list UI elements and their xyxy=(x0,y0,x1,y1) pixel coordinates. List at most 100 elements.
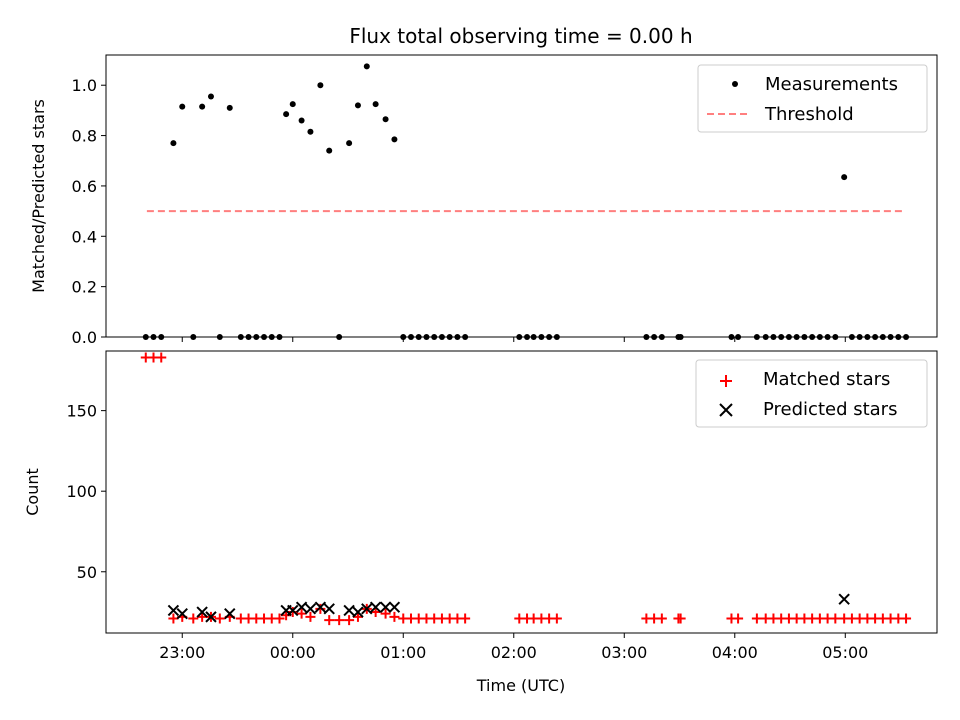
matched-star-point xyxy=(281,610,292,621)
measurement-point xyxy=(391,136,398,143)
matched-star-point xyxy=(156,352,167,363)
measurement-point xyxy=(816,334,823,340)
predicted-star-point xyxy=(287,604,299,617)
measurement-point xyxy=(735,334,742,340)
measurement-point xyxy=(872,334,879,340)
measurement-point xyxy=(245,334,252,340)
matched-star-point xyxy=(324,615,335,626)
legend: Measurements Threshold xyxy=(697,64,928,133)
measurement-point xyxy=(407,334,414,340)
matched-star-point xyxy=(188,613,199,624)
y-axis-label: Matched/Predicted stars xyxy=(29,99,48,293)
measurement-point xyxy=(346,140,353,147)
matched-star-point xyxy=(460,613,471,624)
measurement-point xyxy=(326,147,333,154)
matched-star-point xyxy=(168,613,179,624)
matched-star-point xyxy=(214,613,225,624)
y-tick-label: 50 xyxy=(77,563,97,582)
measurement-point xyxy=(261,334,268,340)
matched-star-point xyxy=(389,611,400,622)
predicted-star-point xyxy=(295,601,308,613)
measurement-point xyxy=(841,174,848,181)
measurement-point xyxy=(354,102,361,109)
predicted-star-point xyxy=(224,607,236,620)
measurement-point xyxy=(382,116,389,123)
predicted-star-point xyxy=(343,604,355,617)
predicted-star-point xyxy=(205,611,217,623)
measurement-point xyxy=(158,334,165,340)
x-tick-label: 03:00 xyxy=(601,643,647,662)
measurement-point xyxy=(179,103,186,110)
measurement-point xyxy=(276,334,283,340)
measurement-point xyxy=(415,334,422,340)
x-tick-label: 02:00 xyxy=(491,643,537,662)
matched-star-point xyxy=(380,608,391,619)
x-tick-label: 23:00 xyxy=(159,643,205,662)
measurement-point xyxy=(903,334,910,340)
predicted-star-point xyxy=(388,601,401,613)
legend-marker-predicted xyxy=(719,403,733,417)
matched-star-point xyxy=(352,611,363,622)
measurement-point xyxy=(848,334,855,340)
y-tick-label: 1.0 xyxy=(72,76,97,95)
top-panel: 0.0 0.2 0.4 0.6 0.8 1.0 Matched/Predicted star… xyxy=(29,54,938,347)
measurement-point xyxy=(538,334,545,340)
measurement-point xyxy=(516,334,523,340)
matched-star-point xyxy=(656,613,667,624)
legend-box xyxy=(695,359,928,428)
measurement-point xyxy=(268,334,275,340)
measurement-point xyxy=(895,334,902,340)
y-axis-label: Count xyxy=(23,468,42,516)
matched-star-point xyxy=(830,613,841,624)
measurement-point xyxy=(864,334,871,340)
measurement-point xyxy=(317,82,324,89)
x-tick-label: 00:00 xyxy=(270,643,316,662)
matched-star-point xyxy=(344,615,355,626)
measurement-point xyxy=(170,140,177,147)
x-tick-label: 05:00 xyxy=(822,643,868,662)
measurement-point xyxy=(785,334,792,340)
matched-star-point xyxy=(334,615,345,626)
measurement-point xyxy=(190,334,197,340)
y-tick-label: 0.8 xyxy=(72,127,97,146)
legend-label-measurements: Measurements xyxy=(765,74,898,95)
legend-label-matched: Matched stars xyxy=(763,369,890,390)
x-axis-label: Time (UTC) xyxy=(476,676,565,695)
measurement-point xyxy=(879,334,886,340)
measurement-point xyxy=(546,334,553,340)
measurement-point xyxy=(832,334,839,340)
matched-star-point xyxy=(551,613,562,624)
measurement-point xyxy=(770,334,777,340)
measurement-point xyxy=(530,334,537,340)
matched-star-point xyxy=(274,613,285,624)
measurement-point xyxy=(677,334,684,340)
matched-star-point xyxy=(296,608,307,619)
matched-star-point xyxy=(287,607,298,618)
y-tick-label: 100 xyxy=(66,482,97,501)
measurement-point xyxy=(446,334,453,340)
predicted-star-point xyxy=(369,601,382,613)
predicted-star-point xyxy=(314,601,327,613)
measurement-point xyxy=(307,128,314,135)
measurement-point xyxy=(289,101,296,108)
measurement-point xyxy=(887,334,894,340)
measurement-point xyxy=(298,117,305,124)
measurement-point xyxy=(207,93,214,100)
predicted-star-point xyxy=(352,606,364,618)
measurement-point xyxy=(237,334,244,340)
matched-star-point xyxy=(305,611,316,622)
measurement-point xyxy=(651,334,658,340)
x-tick-label: 01:00 xyxy=(380,643,426,662)
measurement-point xyxy=(438,334,445,340)
measurement-point xyxy=(658,334,665,340)
chart-title: Flux total observing time = 0.00 h xyxy=(349,24,692,48)
y-tick-label: 0.6 xyxy=(72,177,97,196)
measurement-point xyxy=(793,334,800,340)
legend-marker-measurements xyxy=(732,81,738,87)
legend-label-threshold: Threshold xyxy=(764,104,854,125)
predicted-star-point xyxy=(361,603,373,615)
predicted-star-point xyxy=(379,601,392,613)
measurement-point xyxy=(462,334,469,340)
measurement-point xyxy=(524,334,531,340)
legend-label-predicted: Predicted stars xyxy=(763,399,897,420)
